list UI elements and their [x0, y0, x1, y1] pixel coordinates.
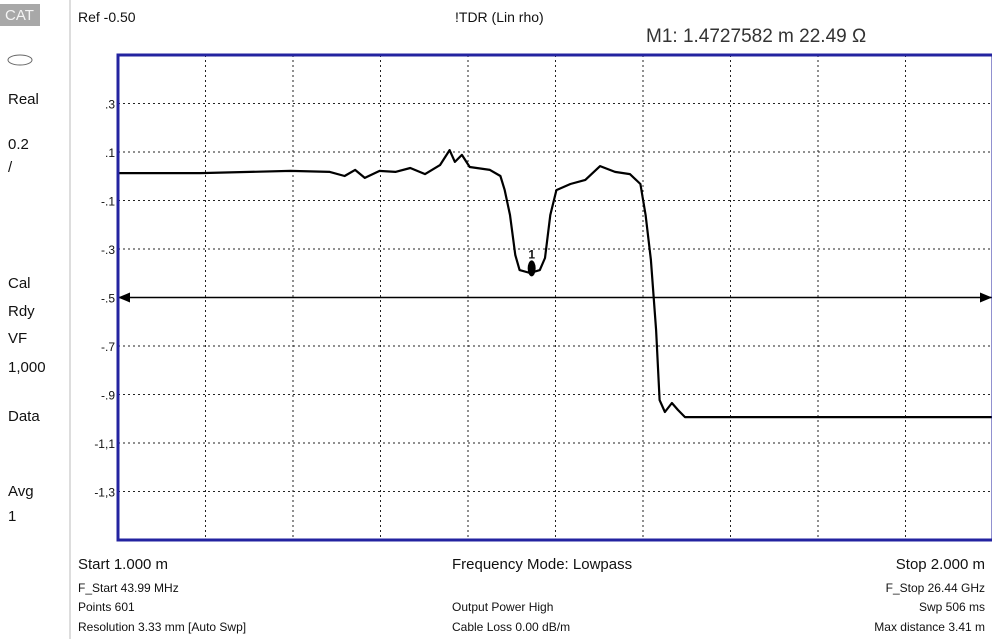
side-label: Rdy — [8, 303, 35, 320]
side-label: Data — [8, 408, 40, 425]
max-distance: Max distance 3.41 m — [874, 620, 985, 634]
sweep: Swp 506 ms — [919, 600, 985, 614]
y-tick-label: -.5 — [101, 292, 115, 306]
y-tick-label: -1,3 — [94, 486, 115, 500]
mode-tag-box — [0, 4, 40, 26]
trace — [118, 149, 992, 419]
power: Output Power High — [452, 600, 553, 614]
f-start: F_Start 43.99 MHz — [78, 581, 179, 595]
side-label: Cal — [8, 275, 31, 292]
resolution: Resolution 3.33 mm [Auto Swp] — [78, 620, 246, 634]
side-label: 0.2 — [8, 136, 29, 153]
side-label: Real — [8, 91, 39, 108]
side-label: 1 — [8, 508, 16, 525]
limit-arrow — [980, 292, 992, 303]
start: Start 1.000 m — [78, 556, 168, 573]
icon — [7, 54, 33, 66]
points: Points 601 — [78, 600, 135, 614]
f-stop: F_Stop 26.44 GHz — [886, 581, 985, 595]
side-label: Avg — [8, 483, 34, 500]
plot-frame — [116, 53, 992, 542]
y-tick-label: -.7 — [101, 340, 115, 354]
y-tick-label: -.3 — [101, 243, 115, 257]
side-label: / — [8, 159, 13, 176]
limit-arrow — [118, 292, 130, 303]
y-tick-label: -.9 — [101, 389, 115, 403]
cable-loss: Cable Loss 0.00 dB/m — [452, 620, 570, 634]
side-label: 1,000 — [8, 359, 46, 376]
y-tick-label: -1,1 — [94, 437, 115, 451]
y-tick-label: .3 — [105, 98, 115, 112]
reference: Ref -0.50 — [78, 9, 136, 25]
mode: Frequency Mode: Lowpass — [452, 556, 632, 573]
stop: Stop 2.000 m — [896, 556, 985, 573]
side-label: VF — [8, 330, 27, 347]
mode-tag: CAT — [5, 7, 34, 24]
marker-readout: M1: 1.4727582 m 22.49 Ω — [646, 26, 866, 47]
marker-label: 1 — [528, 247, 535, 261]
measurement: !TDR (Lin rho) — [455, 9, 544, 25]
y-tick-label: -.1 — [101, 195, 115, 209]
y-tick-label: .1 — [105, 146, 115, 160]
marker — [527, 260, 536, 277]
